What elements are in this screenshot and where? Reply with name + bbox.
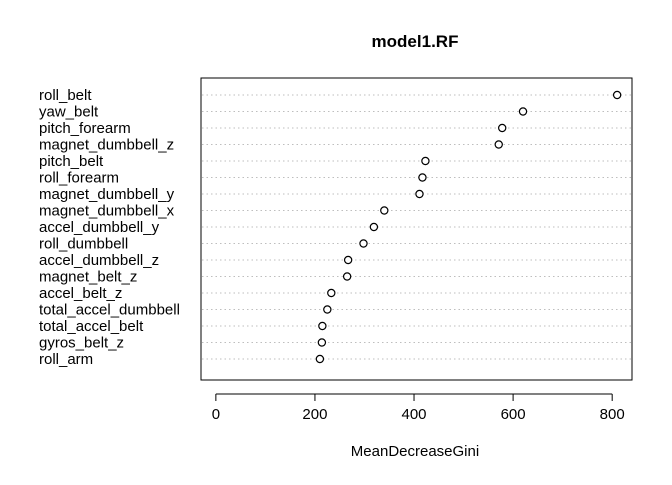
data-point [323,305,332,314]
data-point [494,140,503,149]
data-point [343,255,353,265]
category-label: yaw_belt [39,104,99,121]
data-point [415,189,424,199]
category-label: roll_belt [39,87,92,104]
category-label: roll_dumbbell [39,236,128,253]
x-axis-label: MeanDecreaseGini [351,443,479,460]
category-label: roll_arm [39,351,93,368]
category-label: pitch_belt [39,153,104,170]
plot-frame [200,77,633,381]
category-label: roll_forearm [39,170,119,187]
category-label: pitch_forearm [39,120,131,137]
x-tick-label: 400 [402,406,427,423]
data-point [369,222,379,232]
x-tick-label: 800 [600,406,625,423]
x-tick-label: 0 [212,406,220,423]
category-label: accel_dumbbell_y [39,219,160,236]
category-label: magnet_belt_z [39,269,137,286]
category-label: gyros_belt_z [39,335,124,352]
category-label: magnet_dumbbell_z [39,137,174,154]
x-tick-label: 200 [302,406,327,423]
data-point [315,354,325,364]
data-point [612,90,622,100]
data-point [421,156,430,166]
data-point [418,173,427,182]
data-point [318,321,327,331]
data-point [342,272,352,281]
x-axis: 0 200 400 600 800 [212,393,625,423]
category-label: total_accel_belt [39,318,144,335]
data-point [359,239,368,248]
chart-title: model1.RF [372,32,459,51]
category-label: magnet_dumbbell_x [39,203,175,220]
data-point [518,107,528,116]
data-point [380,206,389,215]
category-label: total_accel_dumbbell [39,302,180,319]
category-label: magnet_dumbbell_y [39,186,175,203]
category-label: accel_dumbbell_z [39,252,159,269]
data-point [498,123,507,133]
category-labels: roll_beltyaw_beltpitch_forearmmagnet_dum… [39,87,180,368]
guide-lines [202,94,631,360]
data-points [315,90,622,364]
data-point [317,338,327,347]
x-tick-label: 600 [501,406,526,423]
data-point [327,288,336,298]
category-label: accel_belt_z [39,285,122,302]
